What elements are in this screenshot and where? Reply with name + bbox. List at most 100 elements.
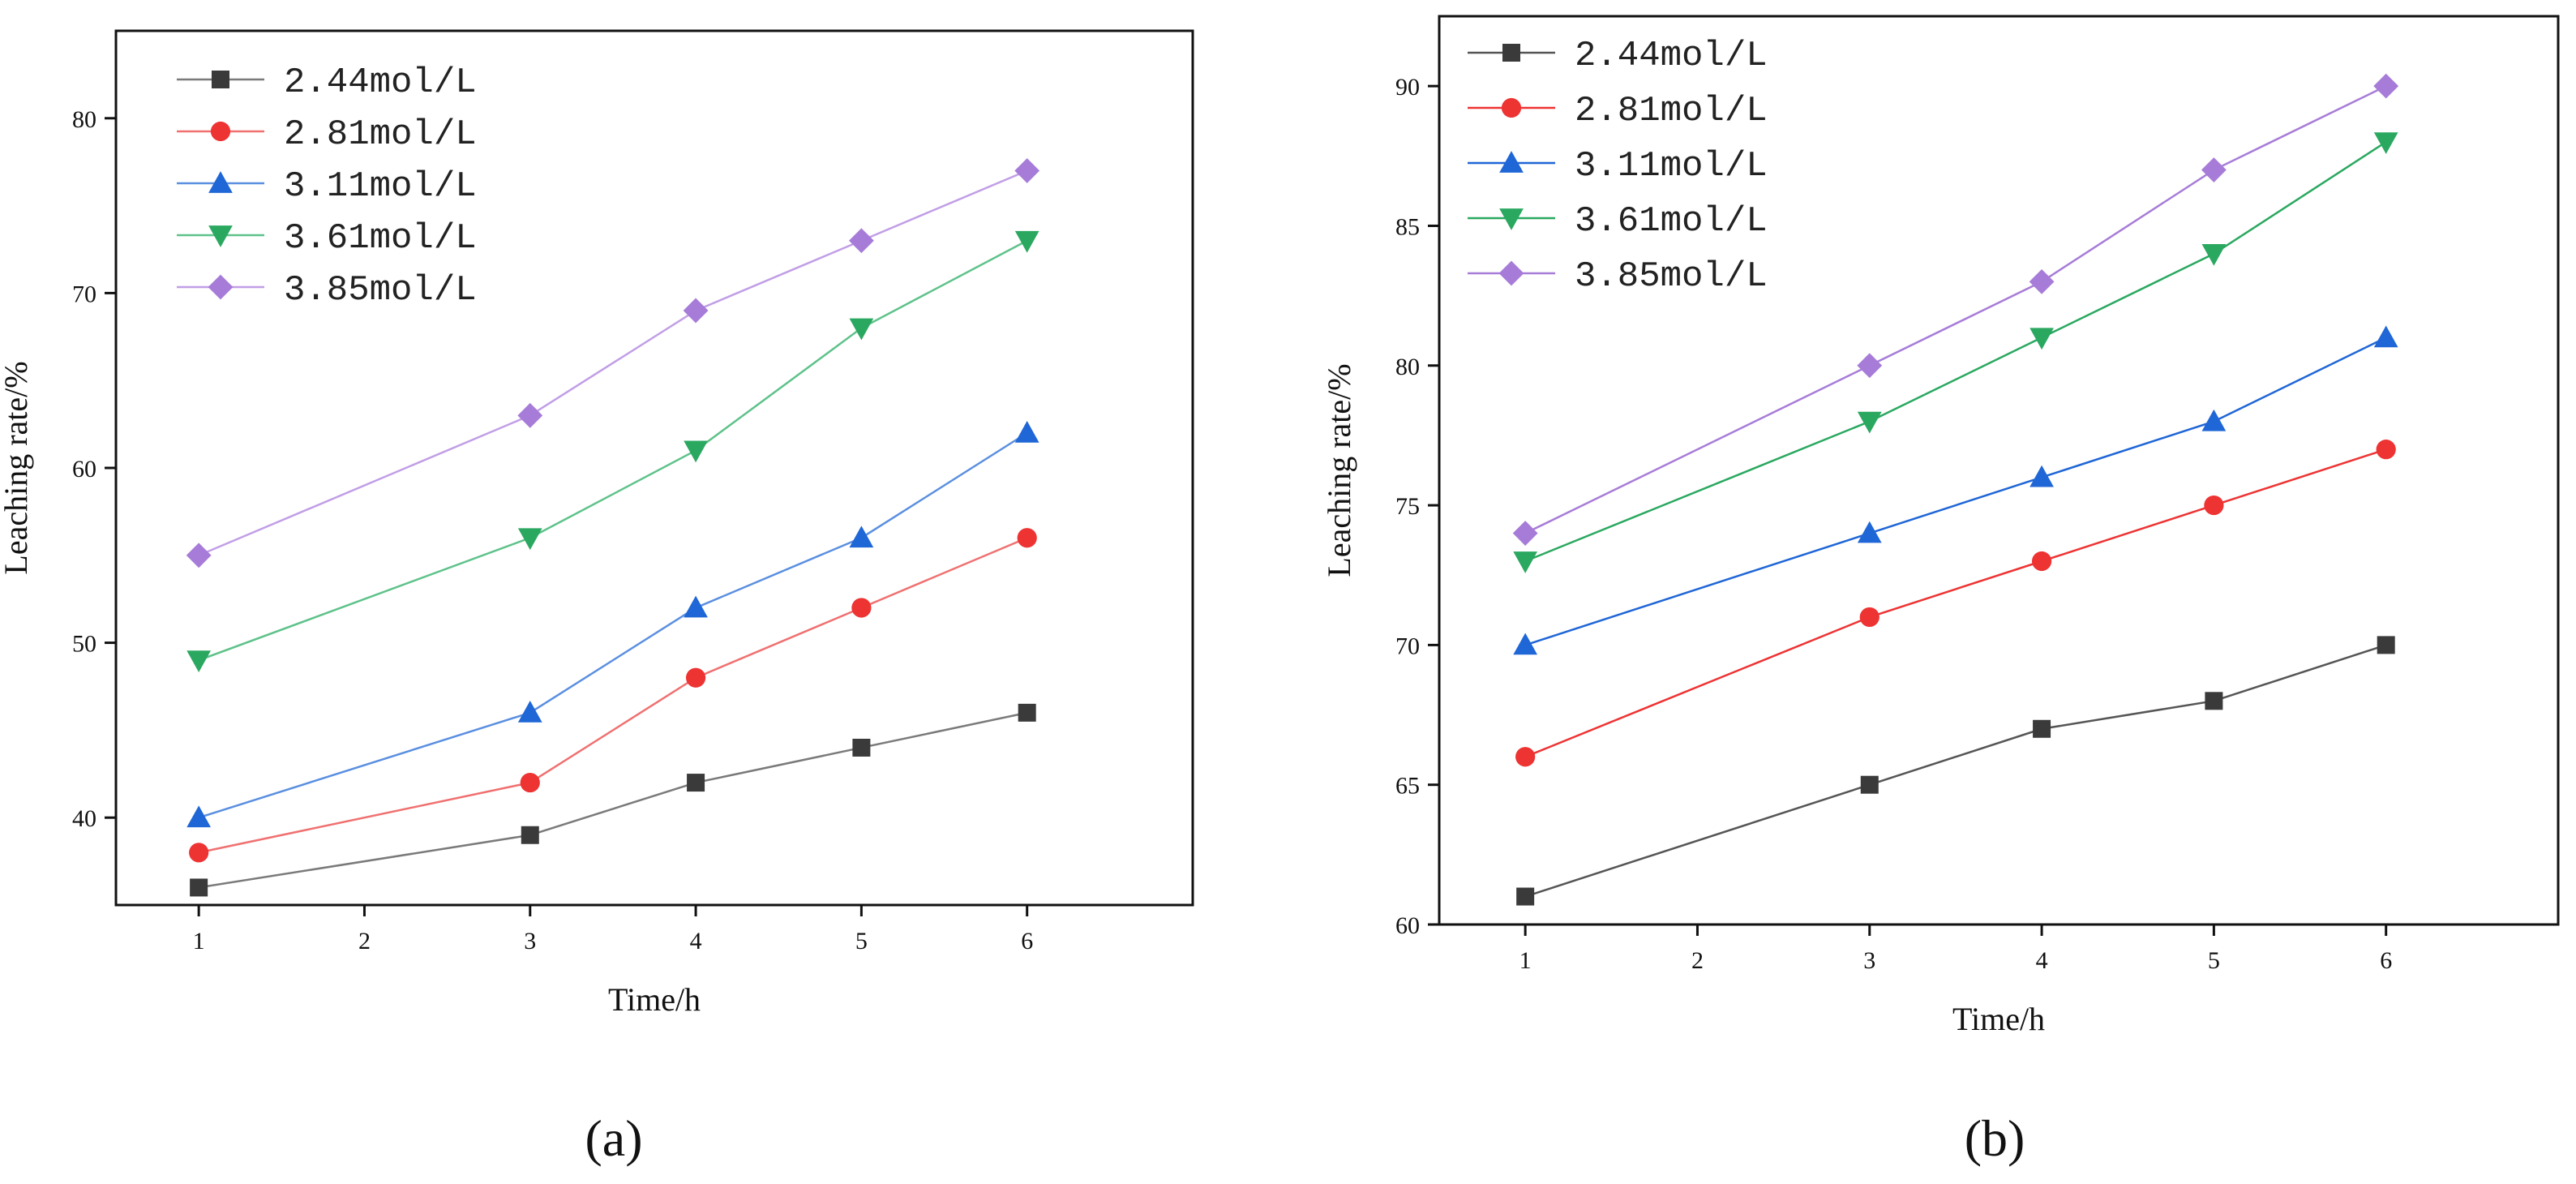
y-tick-label: 60: [1395, 912, 1420, 939]
legend-marker: [212, 71, 229, 88]
series-line: [198, 711, 1027, 889]
data-point: [2201, 157, 2227, 182]
data-point: [2201, 244, 2227, 266]
y-tick-label: 60: [72, 456, 96, 483]
data-point: [1014, 421, 1039, 443]
data-point: [521, 826, 539, 844]
legend-marker: [208, 225, 233, 247]
data-point: [851, 598, 872, 618]
legend-label: 2.81mol/L: [284, 114, 477, 155]
y-tick-label: 70: [1395, 633, 1420, 659]
x-tick-label: 6: [1021, 928, 1033, 954]
data-point: [517, 700, 542, 723]
y-axis-title: Leaching rate/%: [0, 361, 34, 574]
data-point: [2033, 719, 2051, 738]
data-point: [2030, 328, 2054, 350]
chart-panel-b: 1 2 3 4 5 6 60 65 70 75 80 85 90 Time/h Leaching rate/…: [1321, 15, 2560, 1167]
x-tick-label: 4: [2036, 947, 2048, 974]
data-point: [683, 298, 709, 324]
data-point: [2030, 465, 2054, 487]
data-point: [2201, 409, 2227, 431]
data-point: [685, 667, 706, 688]
x-tick-label: 6: [2380, 947, 2392, 974]
legend-marker: [210, 121, 231, 142]
legend-label: 3.61mol/L: [1575, 201, 1768, 242]
y-tick-label: 50: [72, 631, 96, 658]
y-tick-label: 70: [72, 281, 96, 307]
data-point: [1513, 633, 1538, 655]
y-tick-label: 65: [1395, 773, 1420, 800]
data-point: [2031, 551, 2052, 572]
data-point: [2029, 268, 2055, 294]
data-point: [684, 440, 708, 463]
data-point: [189, 843, 209, 863]
data-point: [186, 805, 212, 828]
data-point: [2377, 636, 2395, 654]
series-line: [198, 431, 1028, 819]
legend-label: 3.11mol/L: [1575, 146, 1768, 187]
legend-marker: [1498, 260, 1524, 286]
data-point: [1857, 353, 1883, 379]
data-point: [1857, 411, 1882, 434]
data-point: [2373, 325, 2398, 348]
data-point: [2373, 73, 2399, 99]
legend-marker: [1499, 151, 1524, 173]
legend-marker: [1499, 208, 1524, 230]
y-tick-label: 75: [1395, 493, 1420, 520]
legend-marker: [208, 274, 234, 300]
data-point: [1513, 551, 1538, 573]
y-tick-label: 85: [1395, 213, 1420, 240]
data-point: [684, 595, 708, 618]
x-axis-title: Time/h: [1952, 1001, 2045, 1037]
y-axis-title: Leaching rate/%: [1321, 363, 1357, 577]
x-tick-label: 3: [524, 928, 536, 954]
x-tick-label: 5: [2208, 947, 2220, 974]
y-tick-label: 90: [1395, 74, 1420, 101]
y-tick-label: 40: [72, 805, 96, 832]
data-point: [1859, 607, 1879, 628]
x-tick-label: 1: [1519, 947, 1532, 974]
data-point: [1857, 521, 1882, 543]
x-tick-label: 5: [855, 928, 868, 954]
x-tick-label: 4: [690, 928, 702, 954]
data-point: [186, 543, 212, 568]
legend-label: 3.61mol/L: [284, 218, 477, 259]
data-point: [2373, 132, 2398, 154]
plot-frame: [114, 29, 1194, 907]
legend-marker: [1502, 44, 1520, 62]
chart-panel-a: 1 2 3 4 5 6 40 50 60 70 80 Time/h Leaching rate/% 2.4…: [0, 29, 1194, 1167]
data-point: [848, 228, 874, 254]
data-point: [2204, 495, 2224, 516]
x-axis-title: Time/h: [608, 981, 701, 1018]
legend-label: 2.44mol/L: [284, 62, 477, 103]
legend-marker: [1501, 97, 1522, 118]
data-point: [1512, 521, 1538, 546]
series-line: [1524, 644, 2387, 898]
data-point: [1516, 887, 1535, 906]
data-point: [186, 650, 212, 673]
legend-label: 3.11mol/L: [284, 166, 477, 207]
legend-label: 2.81mol/L: [1575, 91, 1768, 131]
legend-label: 3.85mol/L: [1575, 256, 1768, 297]
data-point: [2376, 440, 2396, 460]
data-point: [517, 402, 543, 428]
legend-label: 2.44mol/L: [1575, 36, 1768, 76]
data-point: [1017, 528, 1037, 548]
data-point: [849, 318, 874, 341]
data-point: [190, 878, 208, 897]
x-tick-label: 2: [358, 928, 371, 954]
legend-label: 3.85mol/L: [284, 270, 477, 311]
data-point: [517, 528, 542, 551]
panel-label: (b): [1965, 1109, 2025, 1167]
data-point: [2205, 692, 2223, 710]
y-tick-label: 80: [72, 106, 96, 133]
y-tick-label: 80: [1395, 354, 1420, 380]
x-tick-label: 1: [193, 928, 205, 954]
data-point: [687, 774, 705, 792]
data-point: [520, 772, 540, 793]
data-point: [849, 526, 874, 548]
legend-marker: [208, 171, 233, 193]
series-line: [198, 537, 1028, 854]
data-point: [1018, 703, 1036, 722]
